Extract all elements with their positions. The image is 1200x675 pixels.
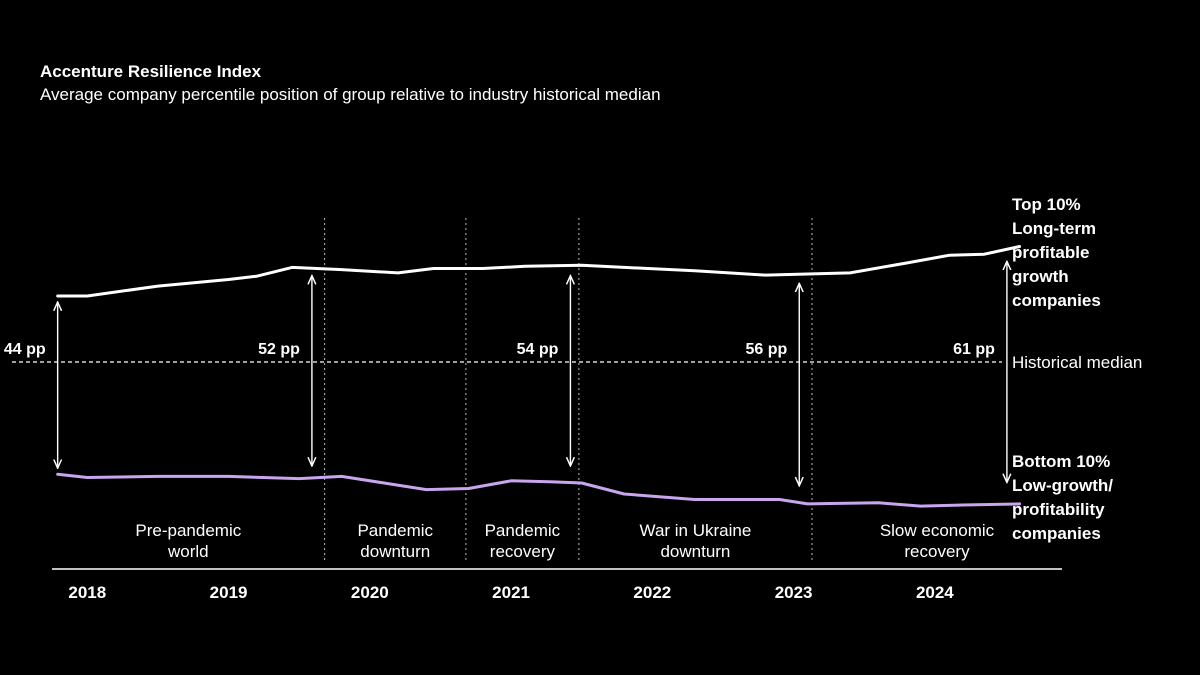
x-tick-label: 2020: [351, 583, 389, 602]
gap-label: 61 pp: [953, 341, 995, 358]
x-tick-label: 2019: [210, 583, 248, 602]
x-tick-label: 2022: [633, 583, 671, 602]
bottom-10-line: [56, 472, 1022, 508]
gap-label: 52 pp: [258, 341, 300, 358]
chart-subtitle: Average company percentile position of g…: [40, 85, 661, 104]
era-label: Pandemic recovery: [485, 521, 561, 561]
bottom-10-series-label: Bottom 10% Low-growth/profitability compan…: [1012, 452, 1113, 543]
gap-label: 54 pp: [517, 341, 559, 358]
historical-median-label: Historical median: [1012, 353, 1142, 372]
era-label: Pre-pandemic world: [135, 521, 241, 561]
gap-label: 56 pp: [745, 341, 787, 358]
era-label: Pandemic downturn: [357, 521, 433, 561]
x-tick-label: 2018: [68, 583, 106, 602]
x-tick-label: 2021: [492, 583, 530, 602]
era-label: War in Ukraine downturn: [640, 521, 752, 561]
top-10-line: [56, 245, 1022, 298]
era-label: Slow economic recovery: [880, 521, 995, 561]
top-10-series-label: Top 10% Long-term profitable growth companie…: [1012, 195, 1101, 310]
x-tick-label: 2024: [916, 583, 954, 602]
gap-label: 44 pp: [4, 341, 46, 358]
chart-title: Accenture Resilience Index: [40, 62, 262, 81]
x-tick-label: 2023: [775, 583, 813, 602]
